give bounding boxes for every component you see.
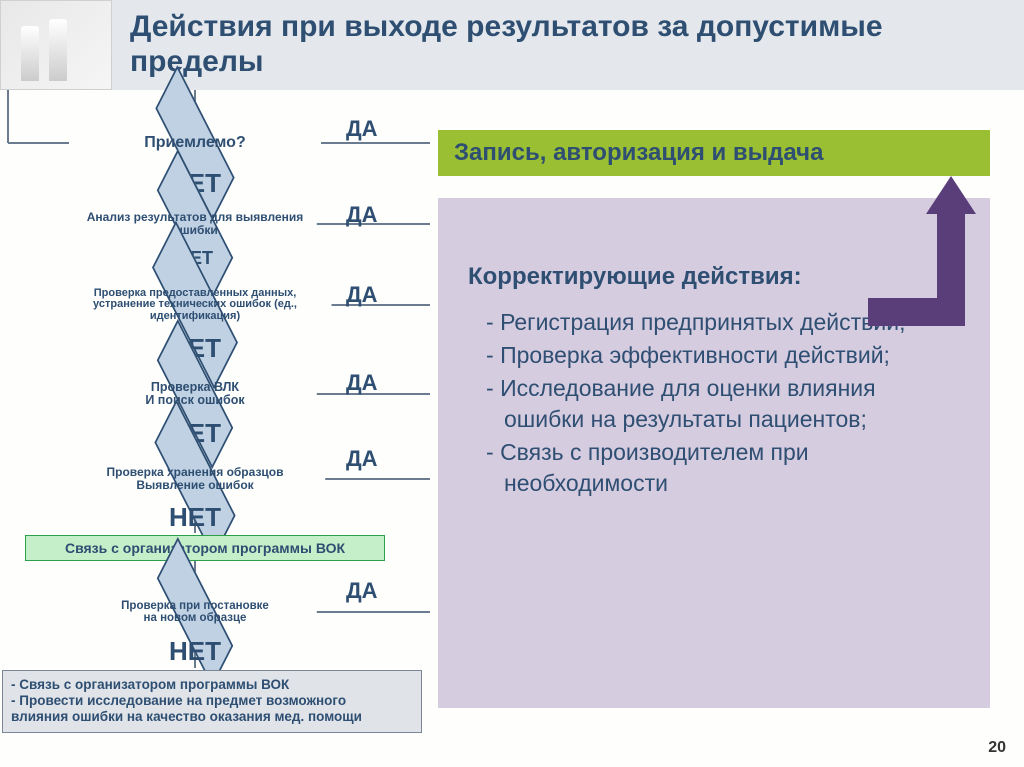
- corrective-heading: Корректирующие действия:: [468, 263, 960, 291]
- yes-label: ДА: [346, 578, 378, 604]
- final-actions-box: - Связь с организатором программы ВОК- П…: [2, 670, 422, 733]
- up-arrow-icon: [926, 176, 976, 326]
- corrective-actions-panel: Корректирующие действия: Регистрация пре…: [438, 198, 990, 708]
- yes-label: ДА: [346, 202, 378, 228]
- yes-label: ДА: [346, 282, 378, 308]
- slide-body: Приемлемо? ДА НЕТ Анализ результатов для вы…: [0, 90, 1024, 767]
- decision-text: Проверка хранения образцовВыявление ошиб…: [73, 448, 317, 510]
- output-banner: Запись, авторизация и выдача: [438, 130, 990, 176]
- decision-diamond: Проверка ВЛКИ поиск ошибок: [137, 372, 253, 416]
- final-actions-line: - Провести исследование на предмет возмо…: [11, 693, 413, 709]
- decision-diamond: Анализ результатов для выявления ошибки: [137, 202, 253, 246]
- slide-header: Действия при выходе результатов за допус…: [0, 0, 1024, 90]
- final-actions-line: влияния ошибки на качество оказания мед.…: [11, 709, 413, 725]
- corrective-list: Регистрация предпринятых действий;Провер…: [468, 307, 960, 499]
- final-actions-line: - Связь с организатором программы ВОК: [11, 677, 413, 693]
- contact-organizer-box: Связь с организатором программы ВОК: [25, 535, 385, 561]
- no-label: НЕТ: [169, 502, 221, 533]
- slide-title: Действия при выходе результатов за допус…: [112, 0, 1024, 90]
- corrective-item: Связь с производителем при необходимости: [486, 437, 960, 499]
- no-label: НЕТ: [169, 636, 221, 667]
- decision-diamond: Проверка предоставленных данных, устране…: [130, 280, 260, 330]
- decision-text: Приемлемо?: [75, 112, 315, 174]
- yes-label: ДА: [346, 446, 378, 472]
- corrective-item: Проверка эффективности действий;: [486, 340, 960, 371]
- page-number: 20: [988, 739, 1006, 757]
- decision-diamond: Приемлемо?: [135, 120, 255, 166]
- decision-diamond: Проверка при постановкена новом образце: [137, 590, 253, 634]
- decision-text: Проверка при постановкена новом образце: [77, 582, 313, 642]
- decision-text: Проверка предоставленных данных, устране…: [70, 272, 320, 338]
- decision-text: Анализ результатов для выявления ошибки: [77, 194, 313, 254]
- decision-text: Проверка ВЛКИ поиск ошибок: [77, 364, 313, 424]
- flowchart: Приемлемо? ДА НЕТ Анализ результатов для вы…: [0, 90, 430, 767]
- decision-diamond: Проверка хранения образцовВыявление ошиб…: [133, 456, 257, 502]
- header-thumbnail: [0, 0, 112, 90]
- corrective-item: Исследование для оценки влияния ошибки н…: [486, 373, 960, 435]
- yes-label: ДА: [346, 116, 378, 142]
- yes-label: ДА: [346, 370, 378, 396]
